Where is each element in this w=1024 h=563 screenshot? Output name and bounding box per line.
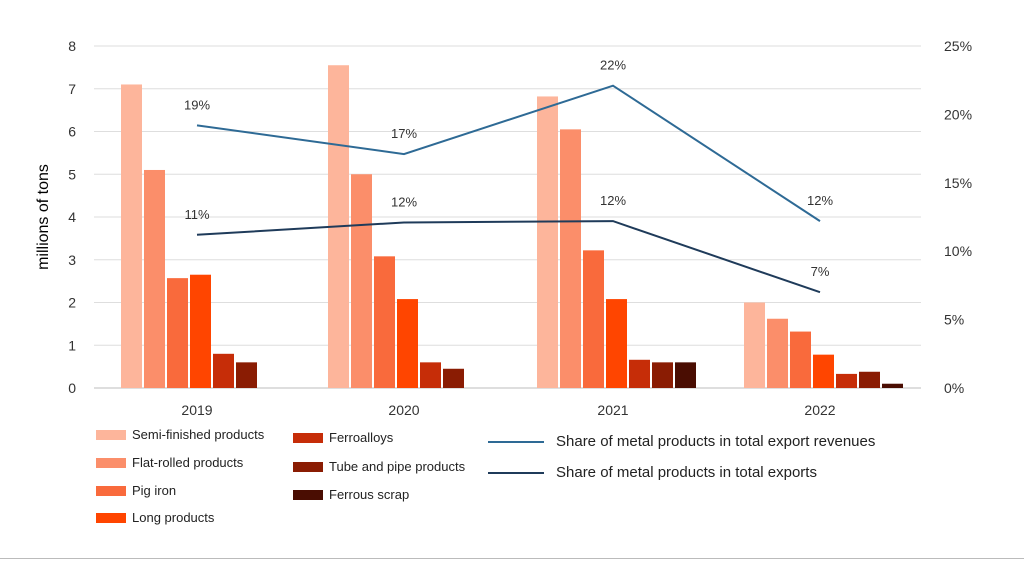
data-label: 11% [184, 207, 209, 222]
bar [420, 362, 441, 388]
bar [583, 250, 604, 388]
bar [167, 278, 188, 388]
grid [94, 45, 921, 389]
y-left-tick-label: 6 [68, 124, 76, 140]
x-tick-label: 2021 [597, 402, 628, 418]
y-left-tick-label: 1 [68, 337, 76, 353]
y-left-tick-label: 7 [68, 81, 76, 97]
bar [813, 354, 834, 388]
bar [351, 174, 372, 388]
bar [397, 299, 418, 388]
y-right-tick-label: 15% [944, 175, 972, 191]
data-label: 7% [811, 264, 830, 279]
y-right-tick-label: 20% [944, 106, 972, 122]
y-left-tick-label: 2 [68, 295, 76, 311]
y-right-tick-label: 25% [944, 38, 972, 54]
data-label: 22% [600, 58, 626, 73]
tick-labels: 0 1 2 3 4 5 6 7 8 0% 5% 10% 15% 20% 25% 2019 2020 2021 202… [68, 38, 972, 418]
x-tick-label: 2022 [804, 402, 835, 418]
bar [236, 362, 257, 388]
bars [121, 65, 903, 389]
x-tick-label: 2019 [181, 402, 212, 418]
y-left-tick-label: 5 [68, 166, 76, 182]
bar [190, 274, 211, 388]
bar [560, 129, 581, 389]
y-left-tick-label: 3 [68, 252, 76, 268]
y-right-tick-label: 0% [944, 380, 964, 396]
bar [882, 383, 903, 388]
y-right-tick-label: 10% [944, 243, 972, 259]
bar [767, 318, 788, 388]
y-axis-label: millions of tons [35, 164, 52, 270]
bar [859, 371, 880, 388]
x-tick-label: 2020 [388, 402, 419, 418]
bar [675, 362, 696, 388]
data-label: 19% [184, 97, 210, 112]
bar [144, 169, 165, 388]
series-line [196, 84, 821, 222]
data-label: 12% [391, 194, 417, 209]
series-line [196, 220, 821, 294]
lines: 19% 17% 22% 12% 11% 12% 12% 7% [184, 58, 833, 294]
bar [121, 84, 142, 388]
data-label: 12% [807, 193, 833, 208]
bar [374, 256, 395, 388]
bar [606, 299, 627, 388]
bar [443, 368, 464, 388]
bar [213, 353, 234, 388]
bottom-divider [0, 558, 1024, 559]
y-left-tick-label: 4 [68, 209, 76, 225]
bar [537, 96, 558, 388]
y-left-tick-label: 8 [68, 38, 76, 54]
data-label: 12% [600, 193, 626, 208]
bar [652, 362, 673, 388]
data-label: 17% [391, 126, 417, 141]
bar [629, 359, 650, 388]
bar [836, 373, 857, 388]
bar [744, 302, 765, 388]
y-left-tick-label: 0 [68, 380, 76, 396]
y-right-tick-label: 5% [944, 312, 964, 328]
bar [790, 331, 811, 388]
